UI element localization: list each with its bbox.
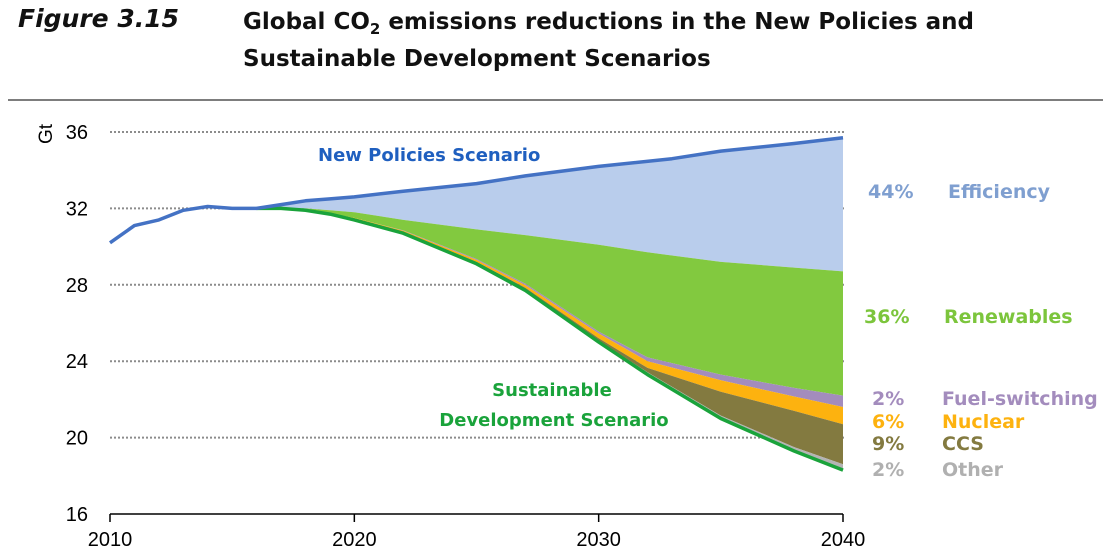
legend-share-renewables: 36% [864,306,909,328]
title-divider [8,99,1103,101]
legend-name-fuel-switching: Fuel-switching [942,388,1098,410]
axes [109,513,844,522]
title-part2: emissions reductions in the New Policies… [380,9,975,35]
band-fuel-switching [256,208,844,407]
legend-name-nuclear: Nuclear [942,411,1025,433]
y-tick-label-20: 20 [66,428,88,450]
sds-annotation-line1: Sustainable [492,380,612,401]
area-bands [256,137,844,471]
y-tick-label-32: 32 [66,198,88,220]
x-tick-label-2020: 2020 [332,529,377,551]
line-sustainable-development-scenario [256,206,844,472]
legend: 44% Efficiency 36% Renewables 2% Fuel-switchi… [864,181,1098,481]
legend-share-fuel-switching: 2% [872,388,904,410]
legend-share-other: 2% [872,459,904,481]
band-ccs [256,208,844,465]
legend-share-ccs: 9% [872,433,904,455]
band-renewables [256,208,844,396]
band-efficiency [256,137,844,272]
sds-annotation-line2: Development Scenario [439,410,668,431]
x-tick-label-2010: 2010 [88,529,133,551]
figure-number: Figure 3.15 [18,4,180,33]
y-axis-unit: Gt [36,123,57,144]
figure-title: Global CO2 emissions reductions in the N… [243,4,974,78]
legend-name-renewables: Renewables [944,306,1073,328]
title-subscript: 2 [369,20,381,38]
band-other [256,208,844,471]
scenario-lines [108,135,844,472]
legend-name-other: Other [942,459,1004,481]
legend-share-efficiency: 44% [868,181,913,203]
band-nuclear [256,208,844,425]
y-tick-label-28: 28 [66,275,88,297]
line-new-policies-scenario [108,135,844,245]
y-tick-label-16: 16 [66,504,88,526]
tick-labels: 2010 2020 2030 2040 16 20 24 28 32 36 [66,122,866,551]
nps-annotation: New Policies Scenario [318,145,540,166]
title-line2: Sustainable Development Scenarios [243,46,711,72]
title-part1: Global CO [243,9,370,35]
x-tick-label-2030: 2030 [576,529,621,551]
legend-name-efficiency: Efficiency [948,181,1051,203]
y-tick-label-36: 36 [66,122,88,144]
x-tick-label-2040: 2040 [821,529,866,551]
legend-share-nuclear: 6% [872,411,904,433]
y-tick-label-24: 24 [66,351,88,373]
legend-name-ccs: CCS [942,433,984,455]
